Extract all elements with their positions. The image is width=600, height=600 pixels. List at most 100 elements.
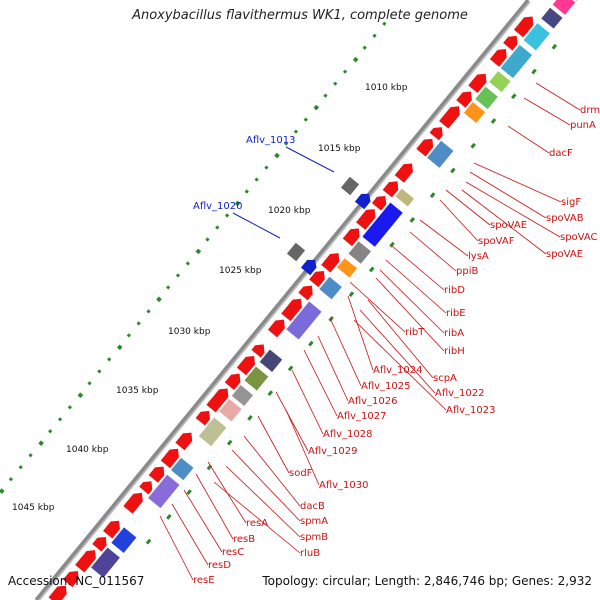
- callout-leader: [445, 189, 491, 226]
- scale-dot: [333, 81, 338, 86]
- scale-dot: [8, 477, 14, 482]
- gene-label: resA: [246, 518, 268, 529]
- gene-label: Aflv_1024: [373, 365, 423, 376]
- track-tick: [226, 439, 233, 446]
- scale-dot: [254, 177, 259, 182]
- track-tick: [531, 68, 537, 75]
- kbp-label: 1025 kbp: [219, 266, 262, 276]
- gene-arrow: [321, 253, 340, 273]
- scale-dot: [136, 321, 141, 326]
- feature-block: [244, 366, 269, 391]
- track-tick: [511, 93, 517, 100]
- scale-dot: [382, 21, 387, 26]
- gene-arrow: [382, 181, 399, 198]
- scale-dot: [352, 56, 359, 63]
- scale-dot: [195, 248, 202, 255]
- gene-label: dacB: [300, 501, 325, 512]
- track-tick: [450, 167, 456, 174]
- track-tick: [389, 241, 395, 248]
- gene-label: dacF: [549, 148, 573, 159]
- gene-label: Aflv_1028: [323, 429, 373, 440]
- scale-dot: [303, 117, 308, 122]
- feature-block: [259, 349, 283, 373]
- scale-dot: [18, 465, 23, 470]
- feature-block: [463, 102, 486, 124]
- gene-arrow: [456, 91, 472, 108]
- gene-arrow: [103, 520, 120, 539]
- gene-label: sigF: [561, 197, 581, 208]
- scale-dot: [185, 261, 190, 266]
- track-tick: [186, 489, 192, 496]
- feature-block: [427, 140, 454, 168]
- gene-label: Aflv_1026: [348, 396, 398, 407]
- scale-dot: [0, 488, 5, 494]
- scale-dot: [264, 165, 269, 170]
- highlight-leader: [232, 212, 281, 239]
- gene-arrow: [281, 298, 302, 322]
- scale-dot: [126, 333, 131, 338]
- callout-leader: [535, 82, 581, 111]
- scale-dot: [274, 152, 280, 159]
- scale-dot: [244, 189, 249, 194]
- callout-leader: [469, 171, 547, 219]
- gene-arrow: [267, 319, 285, 338]
- scale-dot: [48, 429, 53, 434]
- track-tick: [551, 43, 558, 50]
- scale-dot: [146, 309, 151, 314]
- callout-leader: [507, 125, 550, 154]
- gene-label: ribE: [446, 308, 466, 319]
- gene-label: spoVAC: [560, 232, 598, 243]
- feature-block: [362, 202, 403, 247]
- gene-arrow: [489, 49, 507, 67]
- track-tick: [368, 266, 375, 273]
- kbp-label: 1015 kbp: [318, 144, 361, 154]
- callout-leader: [409, 231, 457, 272]
- gene-arrow: [356, 209, 376, 230]
- highlight-gene-arrow: [300, 259, 317, 276]
- callout-leader: [353, 319, 447, 411]
- scale-dot: [205, 237, 210, 242]
- gene-label: Aflv_1022: [435, 388, 485, 399]
- gene-label: Aflv_1023: [446, 405, 496, 416]
- callout-leader: [213, 481, 301, 554]
- kbp-dot-scale: [0, 21, 387, 494]
- scale-dot: [87, 381, 92, 386]
- gene-arrow: [416, 138, 434, 157]
- scale-dot: [57, 417, 63, 422]
- highlight-label: Aflv_1020: [193, 201, 243, 212]
- feature-block: [170, 457, 194, 481]
- highlight-label: Aflv_1013: [246, 135, 296, 146]
- track-tick: [328, 316, 334, 322]
- feature-tracks: [91, 0, 585, 578]
- gene-label: spoVAE: [490, 220, 527, 231]
- gene-callouts: drm punA dacF sigF spoVAB spoVAC spoVAE spoVAE s…: [159, 82, 600, 586]
- gene-arrow: [48, 585, 67, 600]
- gene-label: sodF: [289, 468, 313, 479]
- callout-leader: [465, 181, 561, 238]
- gene-arrow: [195, 410, 210, 426]
- scale-dot: [362, 45, 367, 50]
- scale-dot: [283, 141, 289, 146]
- gene-label: resD: [208, 560, 231, 571]
- callout-leader: [171, 503, 209, 566]
- accession-text: Accession: NC_011567: [8, 574, 145, 588]
- scale-dot: [372, 33, 377, 38]
- feature-block: [348, 241, 372, 264]
- callout-leader: [419, 219, 469, 257]
- track-tick: [308, 340, 314, 347]
- track-tick: [348, 291, 355, 298]
- gene-label: Aflv_1027: [337, 411, 387, 422]
- highlight-gene-box: [286, 242, 306, 262]
- callout-leader: [391, 245, 445, 291]
- gene-label: ppiB: [456, 266, 478, 277]
- scale-dot: [293, 129, 299, 134]
- gene-arrow: [148, 466, 165, 483]
- track-tick: [470, 142, 476, 149]
- gene-label: scpA: [433, 373, 457, 384]
- track-tick: [247, 415, 253, 421]
- gene-label: spmA: [300, 516, 328, 527]
- feature-block: [337, 258, 358, 278]
- scale-dot: [166, 285, 171, 290]
- feature-block: [219, 398, 242, 422]
- callout-leader: [275, 391, 309, 452]
